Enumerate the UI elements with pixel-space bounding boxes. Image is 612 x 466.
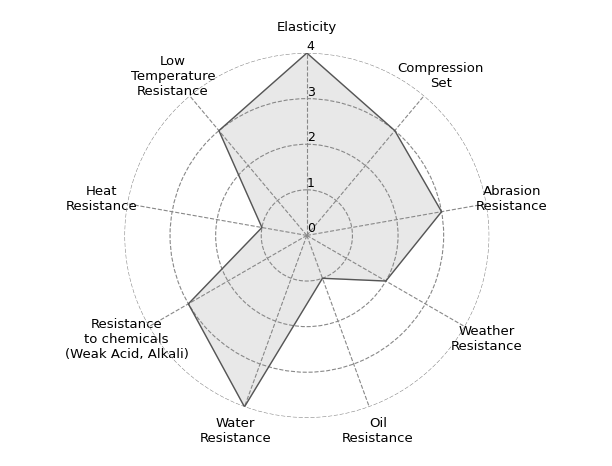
Polygon shape <box>188 53 442 407</box>
